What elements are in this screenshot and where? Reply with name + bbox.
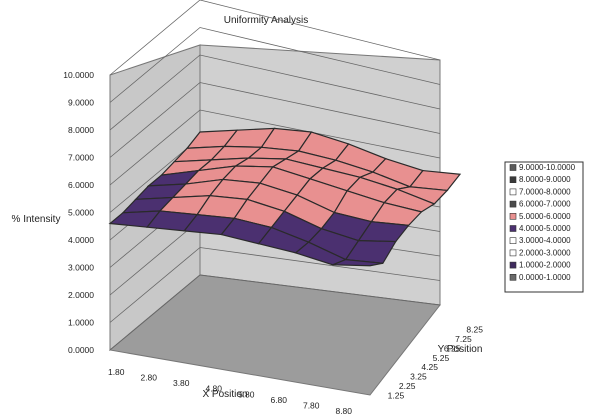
legend-swatch xyxy=(509,237,517,244)
z-tick-label: 10.0000 xyxy=(63,70,94,80)
z-tick-label: 4.0000 xyxy=(68,235,94,245)
z-tick-label: 5.0000 xyxy=(68,208,94,218)
legend-swatch xyxy=(509,261,517,269)
y-tick-label: 3.25 xyxy=(410,372,427,382)
legend-swatch xyxy=(509,200,517,208)
legend-label: 5.0000-6.0000 xyxy=(519,212,571,221)
z-gridline xyxy=(109,82,441,158)
legend-label: 8.0000-9.0000 xyxy=(519,175,571,184)
y-tick-label: 5.25 xyxy=(433,353,450,363)
z-tick-label: 8.0000 xyxy=(68,125,94,135)
z-gridline xyxy=(109,247,441,323)
legend-swatch xyxy=(509,249,517,257)
x-tick-label: 4.80 xyxy=(205,384,222,394)
legend-swatch xyxy=(509,225,517,232)
z-axis-ticks: 0.0000 1.0000 2.0000 3.0000 4.0000 5.0000 6.00… xyxy=(63,70,94,355)
legend xyxy=(504,161,584,293)
z-tick-label: 1.0000 xyxy=(68,318,94,328)
z-gridline xyxy=(109,0,441,76)
y-tick-label: 8.25 xyxy=(466,325,483,335)
z-tick-label: 7.0000 xyxy=(68,153,94,163)
x-tick-label: 6.80 xyxy=(270,395,287,405)
y-tick-label: 2.25 xyxy=(399,381,416,391)
z-axis-title: % Intensity xyxy=(12,214,61,225)
z-gridline xyxy=(109,54,441,131)
legend-label: 1.0000-2.0000 xyxy=(519,261,571,270)
chart-title: Uniformity Analysis xyxy=(224,15,308,26)
legend-swatch xyxy=(509,188,517,196)
y-tick-label: 6.25 xyxy=(444,343,461,353)
y-axis-title: Y Position xyxy=(438,344,483,355)
z-gridline xyxy=(109,27,441,103)
z-tick-label: 3.0000 xyxy=(68,263,94,273)
x-tick-label: 1.80 xyxy=(108,367,125,377)
legend-swatch xyxy=(509,273,517,281)
legend-label: 0.0000-1.0000 xyxy=(519,273,571,282)
y-tick-label: 7.25 xyxy=(455,334,472,344)
z-gridline xyxy=(109,274,441,351)
z-gridline xyxy=(109,109,441,186)
legend-label: 4.0000-5.0000 xyxy=(519,224,571,233)
x-axis-ticks: 1.80 2.80 3.80 4.80 5.80 6.80 7.80 8.80 xyxy=(108,367,352,416)
legend-items: 9.0000-10.0000 8.0000-9.0000 7.0000-8.0000… xyxy=(509,163,576,282)
legend-swatch xyxy=(509,213,517,220)
z-tick-label: 0.0000 xyxy=(68,345,94,355)
x-tick-label: 5.80 xyxy=(238,389,255,399)
legend-label: 2.0000-3.0000 xyxy=(519,248,571,257)
legend-swatch xyxy=(509,176,517,183)
z-tick-label: 6.0000 xyxy=(68,180,94,190)
x-tick-label: 7.80 xyxy=(303,401,320,411)
z-tick-label: 2.0000 xyxy=(68,290,94,300)
surface-cell xyxy=(332,258,383,267)
y-axis-ticks: 1.252.253.254.255.256.257.258.25 xyxy=(388,325,484,401)
x-tick-label: 8.80 xyxy=(335,406,352,416)
x-tick-label: 3.80 xyxy=(173,378,190,388)
y-tick-label: 4.25 xyxy=(421,362,438,372)
legend-label: 6.0000-7.0000 xyxy=(519,200,571,209)
legend-swatch xyxy=(509,164,517,171)
x-axis-title: X Position xyxy=(202,389,247,400)
legend-label: 9.0000-10.0000 xyxy=(519,163,576,172)
legend-label: 3.0000-4.0000 xyxy=(519,236,571,245)
y-tick-label: 1.25 xyxy=(388,390,405,400)
z-tick-label: 9.0000 xyxy=(68,98,94,108)
surface-plot xyxy=(108,127,462,267)
legend-label: 7.0000-8.0000 xyxy=(519,187,571,196)
x-tick-label: 2.80 xyxy=(140,372,157,382)
